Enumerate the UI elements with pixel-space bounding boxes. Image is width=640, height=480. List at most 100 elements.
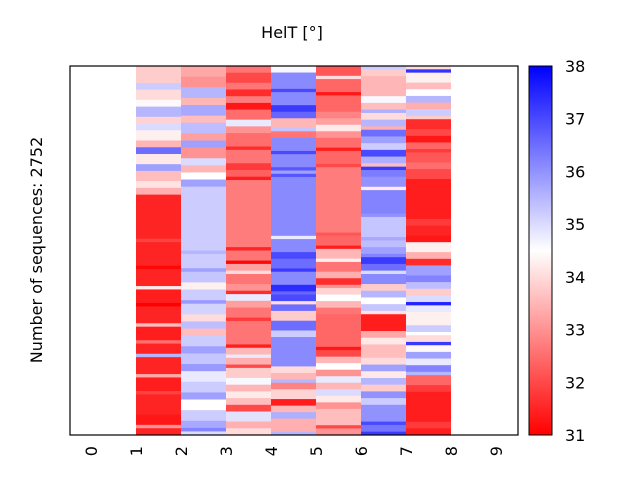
heatmap-cell (181, 321, 226, 329)
heatmap-cell (136, 147, 181, 155)
heatmap-cell (271, 128, 316, 132)
heatmap-cell (361, 149, 406, 157)
heatmap-cell (316, 147, 361, 152)
heatmap-cell (316, 376, 361, 384)
heatmap-cell (226, 364, 271, 369)
heatmap-cell (361, 237, 406, 241)
heatmap-cell (136, 286, 181, 290)
heatmap-cell (406, 252, 451, 260)
plot-frame (69, 65, 519, 436)
heatmap-cell (361, 384, 406, 392)
x-tick-label: 1 (127, 446, 146, 456)
heatmap-cell (316, 167, 361, 233)
heatmap-cell (406, 235, 451, 243)
heatmap-cell (361, 190, 406, 214)
heatmap-cell (316, 118, 361, 126)
heatmap-cell (361, 156, 406, 164)
heatmap-cell (226, 180, 271, 248)
heatmap-cell (406, 82, 451, 90)
heatmap-cell (361, 357, 406, 365)
heatmap-cell (316, 131, 361, 139)
heatmap-cell (406, 391, 451, 423)
chart-title: HelT [°] (261, 23, 323, 42)
heatmap-cell (406, 375, 451, 386)
heatmap-cell (316, 258, 361, 263)
heatmap-cell (406, 295, 451, 303)
heatmap-cell (181, 353, 226, 365)
heatmap-cell (226, 146, 271, 151)
heatmap-cell (226, 126, 271, 134)
heatmap-cell (361, 377, 406, 386)
heatmap-cell (136, 424, 181, 429)
heatmap-cell (181, 66, 226, 78)
heatmap-cell (406, 302, 451, 306)
heatmap-cell (271, 88, 316, 93)
heatmap-cell (361, 213, 406, 218)
heatmap-cell (271, 379, 316, 384)
heatmap-cell (316, 363, 361, 371)
heatmap-cell (226, 247, 271, 251)
heatmap-cell (361, 424, 406, 433)
colorbar-tick-label: 38 (565, 57, 585, 76)
heatmap-cell (181, 427, 226, 432)
heatmap-cell (406, 258, 451, 266)
heatmap-cell (406, 142, 451, 150)
heatmap-cell (181, 289, 226, 301)
heatmap-cell (181, 140, 226, 149)
heatmap-cell (361, 143, 406, 151)
heatmap-cell (226, 411, 271, 422)
heatmap-cell (316, 150, 361, 165)
heatmap-cell (316, 346, 361, 351)
heatmap-cell (271, 137, 316, 152)
heatmap-cell (181, 399, 226, 411)
heatmap-cell (136, 269, 181, 287)
heatmap-cell (271, 284, 316, 292)
heatmap-cell (271, 405, 316, 413)
heatmap-cell (226, 357, 271, 365)
heatmap-cell (226, 398, 271, 406)
heatmap-cell (406, 358, 451, 366)
heatmap-cell (316, 111, 361, 119)
heatmap-cell (226, 284, 271, 292)
heatmap-cell (136, 326, 181, 341)
heatmap-cell (226, 344, 271, 349)
heatmap-cell (181, 254, 226, 269)
heatmap-cell (136, 187, 181, 196)
heatmap-cells (136, 66, 451, 436)
heatmap-cell (226, 119, 271, 127)
heatmap-cell (271, 372, 316, 380)
heatmap-cell (271, 258, 316, 269)
heatmap-cell (136, 181, 181, 189)
heatmap-cell (406, 282, 451, 290)
heatmap-cell (226, 294, 271, 302)
x-tick-label: 6 (352, 446, 371, 456)
heatmap-cell (181, 122, 226, 134)
heatmap-cell (406, 385, 451, 393)
heatmap-cell (181, 392, 226, 400)
heatmap-cell (271, 170, 316, 175)
heatmap-cell (136, 390, 181, 395)
heatmap-cell (316, 235, 361, 247)
heatmap-cell (136, 106, 181, 118)
heatmap-cell (271, 235, 316, 240)
heatmap-cell (226, 347, 271, 355)
heatmap-cell (226, 72, 271, 84)
heatmap-cell (406, 72, 451, 84)
x-tick-label: 8 (442, 446, 461, 456)
heatmap-cell (361, 69, 406, 77)
colorbar-tick-label: 37 (565, 110, 585, 129)
heatmap-cell (136, 99, 181, 108)
heatmap-cell (271, 154, 316, 168)
heatmap-cell (361, 247, 406, 255)
heatmap-cell (226, 428, 271, 436)
heatmap-cell (406, 428, 451, 436)
heatmap-cell (181, 410, 226, 422)
heatmap-cell (361, 112, 406, 121)
heatmap-cell (361, 431, 406, 436)
heatmap-cell (181, 420, 226, 429)
heatmap-cell (406, 335, 451, 343)
heatmap-cell (361, 96, 406, 104)
heatmap-cell (271, 268, 316, 273)
heatmap-cell (136, 306, 181, 324)
heatmap-cell (271, 271, 316, 286)
